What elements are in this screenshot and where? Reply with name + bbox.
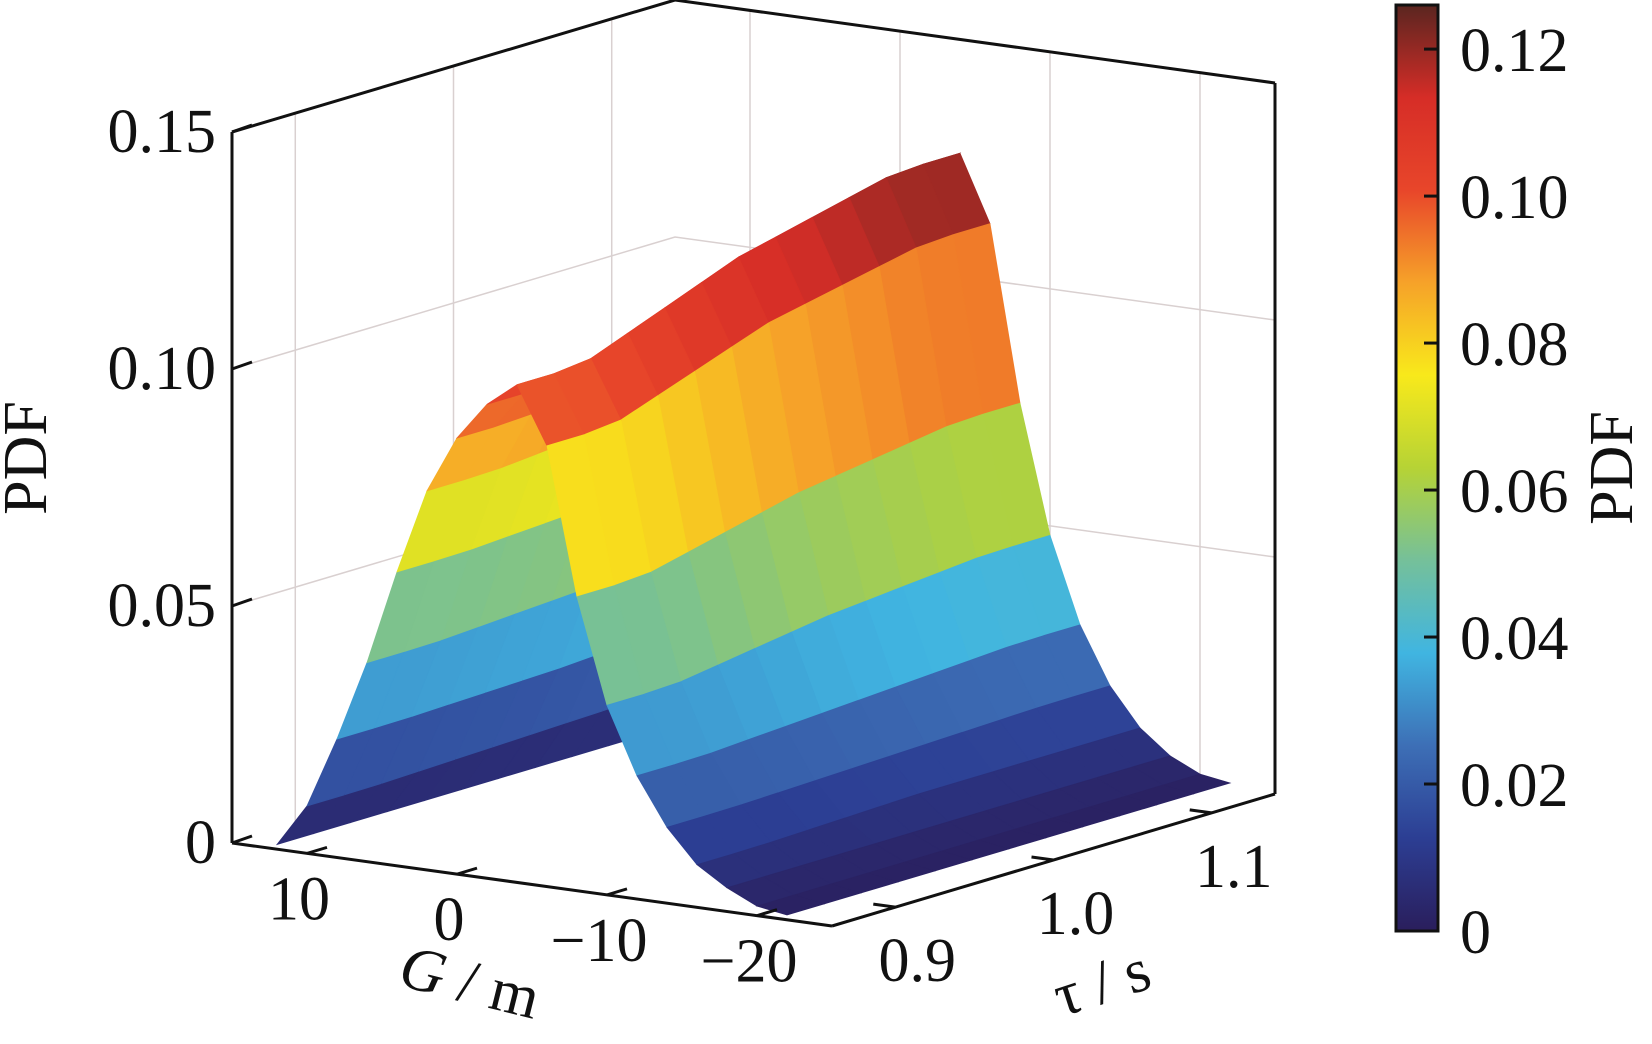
colorbar-tick-label: 0.08 <box>1460 311 1569 379</box>
x-tick-label: 10 <box>268 865 330 933</box>
y-tick-label: 1.1 <box>1195 833 1273 901</box>
z-grid-line-2 <box>231 236 1276 370</box>
z-tick-mark <box>231 597 253 608</box>
colorbar-tick-label: 0.06 <box>1460 458 1569 526</box>
z-grid-line-3 <box>231 0 1276 133</box>
z-tick-label: 0 <box>185 809 216 877</box>
colorbar-tick-label: 0.12 <box>1460 17 1569 85</box>
x-tick-label: 0 <box>434 886 465 954</box>
z-axis-title: PDF <box>0 401 60 515</box>
y-tick-mark <box>873 902 896 909</box>
colorbar-title: PDF <box>1578 411 1646 525</box>
top-back-edges <box>231 0 1276 134</box>
z-tick-label: 0.10 <box>108 335 217 403</box>
colorbar-ticks: 0 0.02 0.04 0.06 0.08 0.10 0.12 <box>1424 17 1569 967</box>
colorbar-tick-label: 0.10 <box>1460 164 1569 232</box>
colorbar-bar <box>1394 3 1440 933</box>
z-tick-label: 0.05 <box>108 572 217 640</box>
x-tick-mark <box>456 866 478 876</box>
colorbar-tick-label: 0 <box>1460 899 1491 967</box>
y-tick-label: 0.9 <box>879 927 957 995</box>
x-tick-mark <box>306 845 328 855</box>
colorbar-tick-label: 0.02 <box>1460 752 1569 820</box>
z-tick-mark <box>231 123 253 134</box>
x-axis-title: G / m <box>393 933 546 1033</box>
x-axis-line <box>231 841 833 928</box>
x-tick-mark <box>756 908 778 918</box>
axes-box <box>230 0 1277 843</box>
surface <box>275 152 1232 916</box>
y-axis-ticks: 0.9 1.0 1.1 <box>873 808 1273 995</box>
y-axis-title: τ / s <box>1045 936 1159 1031</box>
z-tick-mark <box>231 834 253 845</box>
x-tick-mark <box>606 887 628 897</box>
x-tick-label: −20 <box>701 928 798 996</box>
x-axis-ticks: 10 0 −10 −20 <box>268 845 798 996</box>
y-tick-label: 1.0 <box>1037 880 1115 948</box>
z-tick-mark <box>231 360 253 371</box>
y-tick-mark <box>1031 855 1054 862</box>
colorbar-tick-label: 0.04 <box>1460 605 1569 673</box>
colorbar: 0 0.02 0.04 0.06 0.08 0.10 0.12 PDF <box>1394 3 1646 967</box>
y-tick-mark <box>1189 808 1212 815</box>
z-tick-label: 0.15 <box>108 98 217 166</box>
x-tick-label: −10 <box>551 907 648 975</box>
z-axis-ticks: 0 0.05 0.10 0.15 <box>108 98 253 877</box>
